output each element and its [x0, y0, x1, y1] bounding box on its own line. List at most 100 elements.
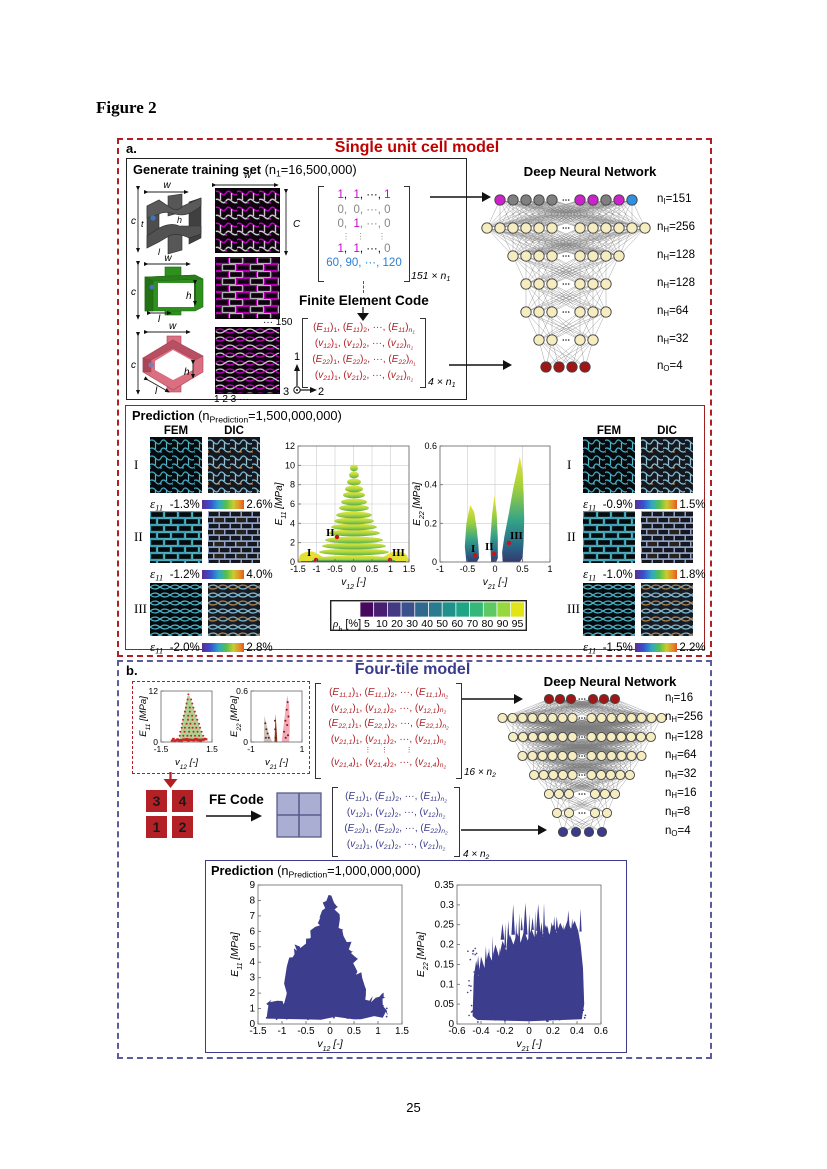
svg-text:0: 0 [492, 564, 497, 574]
svg-text:3: 3 [283, 386, 289, 398]
svg-text:0: 0 [327, 1026, 333, 1037]
svg-text:II: II [326, 527, 335, 539]
svg-text:3: 3 [249, 973, 255, 984]
svg-text:v12 [-]: v12 [-] [341, 577, 366, 591]
svg-text:II: II [485, 541, 494, 553]
svg-text:70: 70 [466, 618, 478, 630]
svg-text:l: l [158, 314, 161, 323]
svg-text:0.35: 0.35 [435, 880, 455, 891]
svg-text:1: 1 [249, 1004, 255, 1015]
svg-text:0.2: 0.2 [440, 940, 454, 951]
svg-text:w: w [244, 170, 252, 181]
svg-text:1.5: 1.5 [403, 564, 416, 574]
svg-text:0: 0 [448, 1019, 454, 1030]
svg-text:0.5: 0.5 [516, 564, 529, 574]
svg-text:10: 10 [285, 460, 295, 470]
svg-text:2: 2 [290, 538, 295, 548]
svg-text:h: h [184, 367, 190, 378]
svg-text:v12 [-]: v12 [-] [175, 757, 198, 771]
svg-text:60: 60 [451, 618, 463, 630]
svg-text:0.4: 0.4 [424, 480, 437, 490]
svg-text:0.4: 0.4 [570, 1026, 584, 1037]
svg-text:0.5: 0.5 [347, 1026, 361, 1037]
svg-text:1: 1 [375, 1026, 381, 1037]
svg-text:-1: -1 [312, 564, 320, 574]
svg-text:t: t [141, 219, 144, 229]
svg-text:-0.5: -0.5 [327, 564, 343, 574]
svg-text:2: 2 [318, 386, 324, 398]
svg-text:-1: -1 [278, 1026, 287, 1037]
svg-text:10: 10 [376, 618, 388, 630]
svg-text:E22 [MPa]: E22 [MPa] [415, 931, 430, 977]
svg-text:0.3: 0.3 [440, 900, 454, 911]
svg-text:50: 50 [436, 618, 448, 630]
svg-text:4: 4 [249, 957, 255, 968]
svg-text:1: 1 [300, 744, 305, 754]
svg-text:-0.4: -0.4 [472, 1026, 490, 1037]
svg-text:0.1: 0.1 [440, 979, 454, 990]
svg-text:2: 2 [249, 988, 255, 999]
svg-text:v12 [-]: v12 [-] [317, 1038, 343, 1053]
svg-text:-1: -1 [436, 564, 444, 574]
svg-text:20: 20 [391, 618, 403, 630]
svg-text:C: C [293, 219, 301, 230]
svg-text:1.5: 1.5 [206, 744, 218, 754]
svg-text:-0.5: -0.5 [460, 564, 476, 574]
svg-text:12: 12 [149, 686, 159, 696]
svg-text:0.15: 0.15 [435, 959, 455, 970]
svg-text:0: 0 [351, 564, 356, 574]
svg-text:0.25: 0.25 [435, 920, 455, 931]
svg-text:0: 0 [526, 1026, 532, 1037]
svg-text:l: l [158, 247, 161, 257]
svg-text:0: 0 [249, 1019, 255, 1030]
svg-text:9: 9 [249, 880, 255, 891]
svg-text:12: 12 [285, 441, 295, 451]
svg-text:E22 [MPa]: E22 [MPa] [229, 696, 243, 737]
svg-text:v21 [-]: v21 [-] [265, 757, 288, 771]
svg-text:0.6: 0.6 [594, 1026, 608, 1037]
svg-text:4: 4 [290, 518, 295, 528]
svg-text:E22 [MPa]: E22 [MPa] [412, 482, 426, 526]
svg-text:w: w [163, 180, 171, 191]
svg-text:0: 0 [290, 557, 295, 567]
svg-text:1.5: 1.5 [395, 1026, 409, 1037]
svg-text:c: c [131, 216, 136, 227]
svg-text:h: h [186, 291, 192, 302]
svg-text:-1: -1 [247, 744, 255, 754]
svg-text:w: w [164, 253, 172, 264]
svg-text:l: l [155, 386, 158, 397]
svg-text:1: 1 [547, 564, 552, 574]
svg-text:0: 0 [153, 737, 158, 747]
svg-text:0: 0 [432, 557, 437, 567]
svg-text:E11 [MPa]: E11 [MPa] [274, 482, 288, 525]
svg-text:-0.5: -0.5 [297, 1026, 315, 1037]
svg-text:III: III [510, 530, 523, 542]
svg-text:80: 80 [482, 618, 494, 630]
svg-text:40: 40 [421, 618, 433, 630]
svg-text:I: I [307, 547, 311, 559]
svg-text:0: 0 [243, 737, 248, 747]
svg-text:0.6: 0.6 [236, 686, 248, 696]
svg-text:5: 5 [249, 942, 255, 953]
svg-text:-1.5: -1.5 [249, 1026, 267, 1037]
svg-text:v21 [-]: v21 [-] [483, 577, 508, 591]
svg-text:-0.6: -0.6 [448, 1026, 466, 1037]
svg-text:7: 7 [249, 911, 255, 922]
svg-text:h: h [177, 215, 182, 225]
svg-text:v21 [-]: v21 [-] [516, 1038, 542, 1053]
svg-text:E11 [MPa]: E11 [MPa] [138, 696, 152, 737]
svg-text:E11 [MPa]: E11 [MPa] [229, 931, 244, 977]
svg-text:0.5: 0.5 [366, 564, 379, 574]
svg-text:ρh [%]: ρh [%] [332, 618, 361, 631]
svg-text:6: 6 [249, 926, 255, 937]
svg-text:0.6: 0.6 [424, 441, 437, 451]
svg-text:30: 30 [406, 618, 418, 630]
svg-text:1: 1 [388, 564, 393, 574]
svg-text:5: 5 [364, 618, 370, 630]
svg-text:-0.2: -0.2 [496, 1026, 514, 1037]
svg-text:III: III [392, 547, 405, 559]
svg-text:I: I [471, 543, 475, 555]
svg-text:0.2: 0.2 [424, 518, 437, 528]
svg-text:90: 90 [497, 618, 509, 630]
svg-text:8: 8 [249, 895, 255, 906]
